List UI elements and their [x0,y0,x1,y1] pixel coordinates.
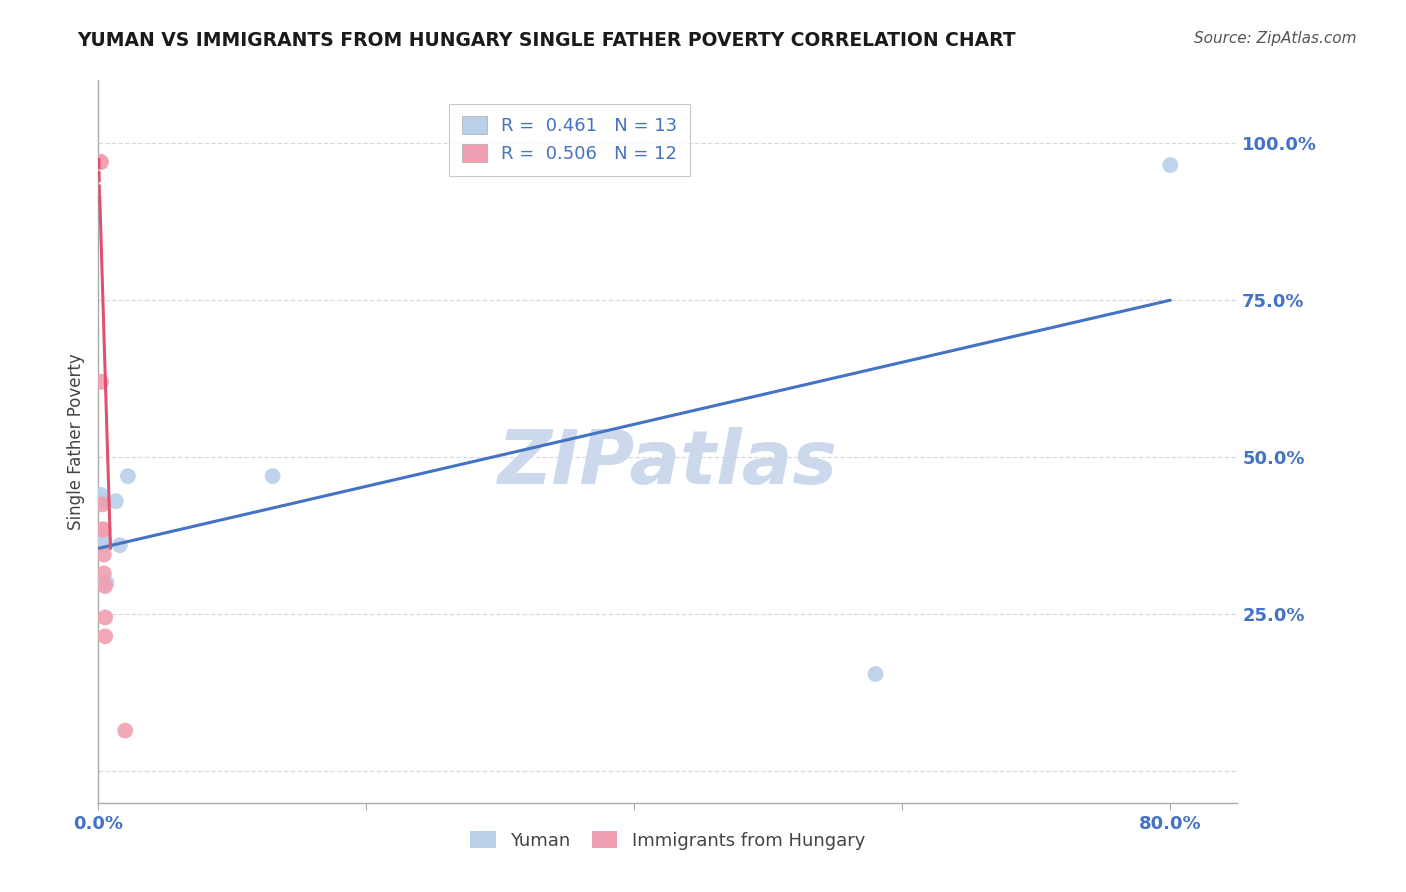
Point [108,538,131,552]
Point [93,566,115,581]
Point [90,488,112,502]
Point [94,575,117,590]
Point [94,579,117,593]
Point [1159,158,1181,172]
Y-axis label: Single Father Poverty: Single Father Poverty [66,353,84,530]
Point [93,523,115,537]
Point [262,469,284,483]
Point [117,469,139,483]
Point [89,155,111,169]
Point [93,548,115,562]
Text: YUMAN VS IMMIGRANTS FROM HUNGARY SINGLE FATHER POVERTY CORRELATION CHART: YUMAN VS IMMIGRANTS FROM HUNGARY SINGLE … [77,31,1017,50]
Point [93,532,115,546]
Point [96,575,118,590]
Point [91,497,114,511]
Point [114,723,136,738]
Point [94,629,117,643]
Point [94,538,117,552]
Point [865,667,887,681]
Point [91,494,114,508]
Point [104,494,127,508]
Point [94,610,117,624]
Text: Source: ZipAtlas.com: Source: ZipAtlas.com [1194,31,1357,46]
Text: ZIPatlas: ZIPatlas [498,426,838,500]
Point [89,494,111,508]
Point [90,155,112,169]
Legend: Yuman, Immigrants from Hungary: Yuman, Immigrants from Hungary [461,822,875,859]
Point [91,523,114,537]
Point [90,375,112,389]
